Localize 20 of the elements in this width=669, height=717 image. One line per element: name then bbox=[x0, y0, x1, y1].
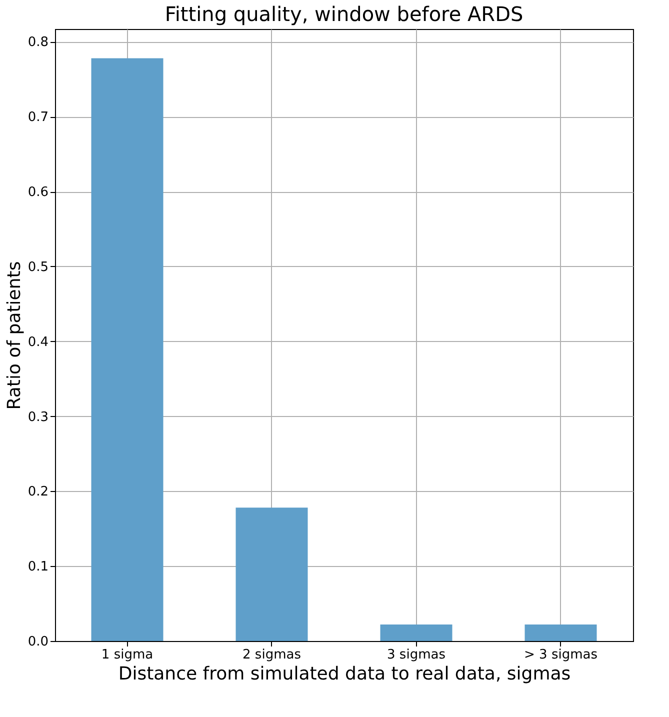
y-tick-label: 0.0 bbox=[28, 634, 48, 650]
y-tick-label: 0.6 bbox=[28, 185, 48, 200]
y-tick-label: 0.1 bbox=[28, 560, 48, 575]
y-tick-label: 0.8 bbox=[28, 35, 48, 50]
y-tick-label: 0.3 bbox=[28, 410, 48, 425]
y-tick-label: 0.2 bbox=[28, 484, 48, 500]
y-tick-label: 0.5 bbox=[28, 260, 48, 275]
bar bbox=[524, 624, 597, 641]
bar bbox=[380, 624, 452, 641]
y-tick-label: 0.4 bbox=[28, 334, 48, 350]
x-tick-label: > 3 sigmas bbox=[524, 648, 598, 662]
bar bbox=[236, 508, 308, 641]
x-axis-title: Distance from simulated data to real data, sigmas bbox=[118, 664, 571, 684]
bar bbox=[91, 58, 164, 641]
x-tick-label: 1 sigma bbox=[101, 648, 154, 662]
y-axis-title: Ratio of patients bbox=[4, 261, 25, 410]
x-tick-label: 2 sigmas bbox=[242, 648, 302, 662]
x-tick-label: 3 sigmas bbox=[387, 648, 446, 662]
chart-title: Fitting quality, window before ARDS bbox=[164, 2, 524, 26]
y-tick-label: 0.7 bbox=[28, 110, 48, 126]
